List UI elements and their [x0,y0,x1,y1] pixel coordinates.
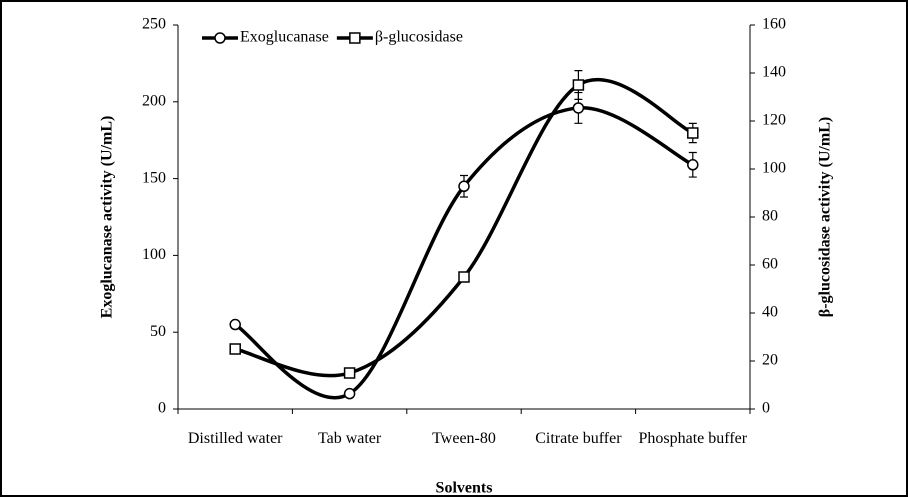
x-tick-label: Citrate buffer [535,430,622,447]
y-tick-label: 0 [158,400,166,417]
series-line [234,106,694,400]
y2-tick-label: 100 [762,160,786,177]
x-tick-label: Tab water [317,430,382,447]
y2-tick-label: 20 [762,352,778,369]
x-tick-label: Distilled water [187,430,283,447]
y2-tick-label: 120 [762,112,786,129]
y-tick-label: 200 [142,92,166,109]
marker [687,127,699,139]
y2-tick-label: 80 [762,208,778,225]
x-tick-label: Phosphate buffer [638,430,748,447]
y-axis-title: Exoglucanase activity (U/mL) [99,116,116,319]
marker [214,32,226,44]
y2-axis-title: β-glucosidase activity (U/mL) [817,117,834,317]
marker [229,343,241,355]
y-tick-label: 100 [142,246,166,263]
marker [458,271,470,283]
marker [687,159,699,171]
y2-tick-label: 60 [762,256,778,273]
marker [458,180,470,193]
x-axis-title: Solvents [436,480,493,497]
marker [572,102,585,114]
legend-label: β-glucosidase [375,29,463,46]
marker [229,318,241,331]
y2-tick-label: 160 [762,16,786,33]
marker [343,367,356,379]
marker [349,32,361,44]
y2-tick-label: 140 [762,64,786,81]
y-tick-label: 150 [142,169,166,186]
y-tick-label: 50 [150,323,166,340]
y2-tick-label: 0 [762,400,770,417]
legend-label: Exoglucanase [240,29,329,46]
x-tick-label: Tween-80 [432,430,496,447]
series-line [234,77,694,378]
y2-tick-label: 40 [762,304,778,321]
marker [343,387,356,400]
y-tick-label: 250 [142,16,166,33]
marker [572,79,585,91]
